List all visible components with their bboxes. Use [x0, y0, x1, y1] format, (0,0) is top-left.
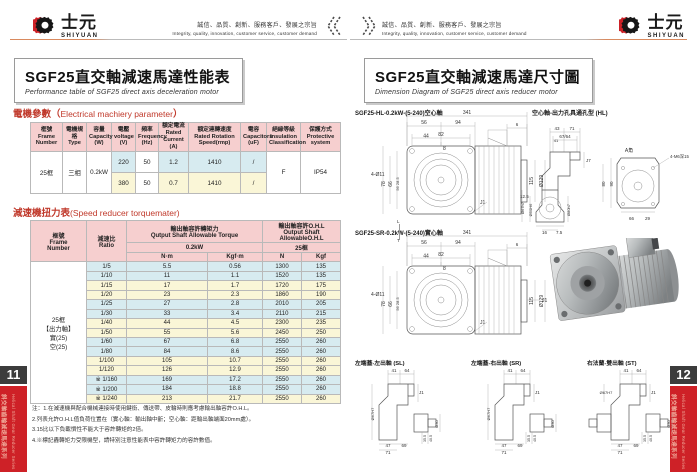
svg-text:Ø67H7: Ø67H7	[370, 407, 375, 420]
svg-text:69: 69	[517, 443, 523, 448]
svg-text:J1: J1	[651, 390, 656, 395]
svg-text:16: 16	[542, 230, 548, 235]
svg-text:6: 6	[516, 242, 519, 247]
svg-text:Ø30: Ø30	[550, 419, 555, 427]
svg-text:A角: A角	[625, 147, 633, 154]
svg-text:41: 41	[554, 138, 559, 143]
svg-text:71: 71	[501, 450, 507, 455]
svg-text:69: 69	[401, 443, 407, 448]
svg-text:115: 115	[529, 297, 535, 305]
svg-text:341: 341	[463, 230, 472, 236]
svg-text:66: 66	[388, 301, 394, 307]
svg-text:71: 71	[617, 450, 623, 455]
svg-text:43: 43	[554, 126, 560, 131]
svg-text:56: 56	[421, 120, 427, 126]
svg-text:Ø67H7: Ø67H7	[486, 407, 491, 420]
svg-text:94: 94	[455, 120, 461, 126]
svg-text:66: 66	[388, 181, 394, 187]
svg-text:47: 47	[385, 443, 391, 448]
svg-text:4-M6深15: 4-M6深15	[670, 153, 689, 160]
svg-text:80: 80	[601, 181, 606, 187]
svg-text:56 28.5: 56 28.5	[395, 177, 400, 191]
svg-text:40.5: 40.5	[649, 435, 653, 442]
svg-text:4-Ø11: 4-Ø11	[371, 292, 385, 298]
svg-text:69: 69	[633, 443, 639, 448]
svg-text:90: 90	[609, 181, 614, 187]
svg-text:47: 47	[617, 443, 623, 448]
svg-text:41: 41	[507, 368, 513, 373]
svg-text:J7: J7	[586, 158, 591, 163]
svg-text:Ø67h7: Ø67h7	[520, 201, 525, 214]
svg-text:6: 6	[516, 122, 519, 127]
svg-text:44: 44	[423, 134, 429, 140]
svg-text:82: 82	[438, 132, 444, 138]
svg-text:7.5: 7.5	[556, 230, 563, 235]
svg-text:Ø80h7: Ø80h7	[566, 203, 571, 216]
svg-text:J1: J1	[419, 390, 424, 395]
svg-text:341: 341	[463, 110, 472, 116]
svg-text:82: 82	[438, 252, 444, 258]
svg-text:78: 78	[381, 181, 387, 187]
svg-text:8: 8	[443, 146, 446, 152]
svg-text:Ø30: Ø30	[434, 419, 439, 427]
svg-text:35.5: 35.5	[643, 435, 647, 442]
svg-text:56: 56	[421, 240, 427, 246]
svg-text:66: 66	[629, 216, 635, 221]
svg-text:64: 64	[404, 368, 410, 373]
svg-text:J1: J1	[535, 390, 540, 395]
svg-text:94: 94	[455, 240, 461, 246]
svg-text:35.5: 35.5	[423, 435, 427, 442]
svg-text:64: 64	[520, 368, 526, 373]
svg-text:12.5: 12.5	[520, 194, 529, 199]
svg-text:40.5: 40.5	[429, 435, 433, 442]
svg-text:40.5: 40.5	[533, 435, 537, 442]
svg-text:Ø30: Ø30	[666, 419, 671, 427]
svg-text:41: 41	[623, 368, 629, 373]
svg-text:41: 41	[391, 368, 397, 373]
svg-text:64: 64	[636, 368, 642, 373]
svg-text:71: 71	[569, 126, 575, 131]
svg-text:35.5: 35.5	[527, 435, 531, 442]
svg-text:8: 8	[443, 266, 446, 272]
svg-text:47: 47	[501, 443, 507, 448]
svg-text:56 28.5: 56 28.5	[395, 297, 400, 311]
svg-text:67/64: 67/64	[559, 134, 571, 139]
svg-text:78: 78	[381, 301, 387, 307]
svg-text:4-Ø11: 4-Ø11	[371, 172, 385, 178]
svg-text:29: 29	[645, 216, 651, 221]
svg-text:Ø50H6: Ø50H6	[528, 203, 533, 216]
svg-text:44: 44	[423, 254, 429, 260]
svg-text:Ø67H7: Ø67H7	[600, 390, 613, 395]
svg-text:71: 71	[385, 450, 391, 455]
